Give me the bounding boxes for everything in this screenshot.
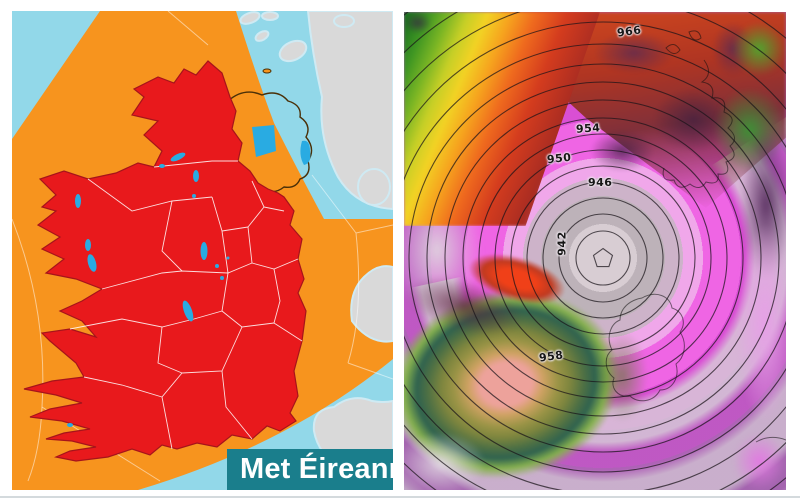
hebrides-coastline — [665, 30, 702, 54]
coastlines — [605, 30, 786, 443]
scotland-coastline — [662, 59, 735, 188]
bottom-divider-line — [0, 496, 800, 498]
galloway-landmass — [357, 168, 391, 206]
northern-ireland — [227, 68, 313, 193]
lough-neagh — [252, 125, 276, 157]
isobar-rings — [404, 12, 786, 490]
isobar-label-946: 946 — [588, 176, 613, 189]
county-borders — [69, 160, 303, 450]
england-coastline — [755, 436, 786, 443]
storm-pressure-map-panel: 966 954 950 946 942 958 — [404, 12, 786, 490]
pressure-minimum-contour — [592, 247, 614, 268]
strangford-lough — [300, 140, 311, 165]
lakes — [67, 152, 230, 427]
northern-ireland-coastline — [227, 91, 313, 193]
isobar-label-958: 958 — [538, 348, 565, 365]
ireland-warning-map-graphic — [12, 11, 393, 490]
isobar-label-942: 942 — [555, 231, 569, 256]
rathlin-island — [262, 68, 272, 74]
isobar-overlay — [404, 12, 786, 490]
met-eireann-logo-banner: Met Éireann — [227, 449, 393, 490]
met-eireann-warning-map-panel: Met Éireann — [12, 11, 393, 490]
isle-of-man-coast — [350, 265, 393, 343]
isobar-label-966: 966 — [616, 23, 643, 40]
isobar-label-954: 954 — [575, 121, 601, 136]
ireland-coastline — [605, 293, 685, 402]
met-eireann-logo-text: Met Éireann — [240, 453, 393, 485]
isobar-label-950: 950 — [546, 150, 573, 167]
